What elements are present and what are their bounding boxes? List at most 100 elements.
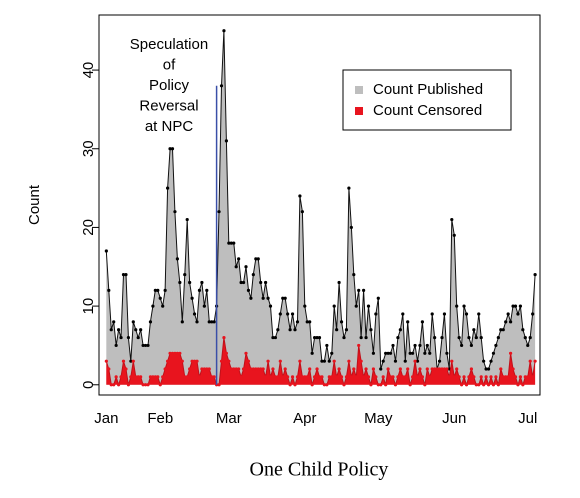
point xyxy=(210,375,214,379)
point xyxy=(479,335,483,340)
point xyxy=(423,351,427,355)
point xyxy=(217,383,221,387)
point xyxy=(180,359,184,363)
point xyxy=(239,280,243,285)
point xyxy=(281,296,285,300)
annotation-text: at NPC xyxy=(145,118,194,135)
point xyxy=(222,29,226,33)
point xyxy=(183,273,187,277)
point xyxy=(442,312,447,316)
point xyxy=(533,273,537,277)
point xyxy=(207,367,211,371)
point xyxy=(271,335,275,340)
point xyxy=(526,375,530,379)
point xyxy=(452,233,456,237)
legend-box xyxy=(342,69,512,131)
area xyxy=(106,30,536,385)
point xyxy=(381,359,385,363)
point xyxy=(320,375,324,379)
point xyxy=(161,304,165,308)
point xyxy=(342,335,346,340)
point xyxy=(276,375,280,379)
point xyxy=(168,147,172,151)
point xyxy=(268,304,273,308)
point xyxy=(391,343,395,348)
point xyxy=(249,296,253,300)
point xyxy=(467,375,471,379)
point xyxy=(445,367,449,371)
point xyxy=(173,351,177,355)
point xyxy=(396,375,400,379)
point xyxy=(315,335,319,340)
point xyxy=(134,375,138,379)
point xyxy=(153,375,157,379)
point xyxy=(435,367,439,371)
point xyxy=(310,383,314,387)
point xyxy=(425,343,429,348)
point xyxy=(126,383,130,387)
point xyxy=(261,367,265,371)
x-tick-label: Jan xyxy=(94,410,118,427)
point xyxy=(462,304,466,308)
point xyxy=(114,375,118,379)
point xyxy=(136,335,140,340)
legend-label: Count Published xyxy=(373,81,483,98)
x-tick-label: Mar xyxy=(216,410,242,427)
point xyxy=(286,312,290,316)
point xyxy=(151,304,155,308)
point xyxy=(117,383,121,387)
point xyxy=(158,296,162,300)
point xyxy=(474,335,478,340)
point xyxy=(237,257,241,261)
point xyxy=(464,312,469,316)
point xyxy=(246,288,251,292)
point xyxy=(227,241,231,245)
point xyxy=(300,210,304,214)
point xyxy=(501,375,505,379)
point xyxy=(254,257,258,261)
point xyxy=(364,335,368,340)
point xyxy=(496,383,500,387)
annotation-text: Policy xyxy=(149,77,190,94)
point xyxy=(401,375,405,379)
point xyxy=(347,359,351,363)
point xyxy=(178,351,182,355)
point xyxy=(178,280,182,285)
point xyxy=(452,375,456,379)
point xyxy=(146,383,150,387)
point xyxy=(254,367,258,371)
point xyxy=(183,375,187,379)
point xyxy=(268,375,273,379)
point xyxy=(344,328,349,332)
point xyxy=(271,367,275,371)
point xyxy=(308,320,312,324)
point xyxy=(219,359,224,363)
point xyxy=(293,328,297,332)
point xyxy=(195,320,199,324)
point xyxy=(388,375,393,379)
point xyxy=(442,367,447,371)
point xyxy=(281,375,285,379)
point xyxy=(293,383,297,387)
point xyxy=(513,375,518,379)
point xyxy=(286,375,290,379)
point xyxy=(197,375,202,379)
point xyxy=(185,217,189,222)
point xyxy=(420,320,424,324)
point xyxy=(401,312,405,316)
point xyxy=(163,367,167,371)
point xyxy=(430,367,434,371)
legend-swatch xyxy=(355,107,363,115)
point xyxy=(332,359,336,363)
point xyxy=(362,288,366,292)
point xyxy=(460,343,464,348)
point xyxy=(496,335,500,340)
point xyxy=(295,320,300,324)
point xyxy=(158,383,162,387)
point xyxy=(374,375,378,379)
point xyxy=(283,296,287,300)
point xyxy=(232,367,236,371)
point xyxy=(264,375,268,379)
point xyxy=(447,375,451,379)
point xyxy=(366,304,371,308)
